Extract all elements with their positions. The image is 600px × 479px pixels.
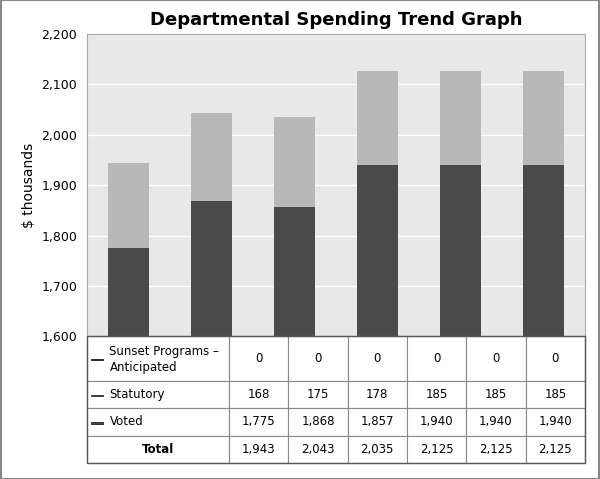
Bar: [274, 117, 315, 207]
FancyBboxPatch shape: [407, 435, 466, 463]
FancyBboxPatch shape: [407, 408, 466, 435]
Text: 0: 0: [374, 352, 381, 365]
Text: 0: 0: [433, 352, 440, 365]
Bar: [440, 165, 481, 479]
FancyBboxPatch shape: [87, 435, 229, 463]
Text: 0: 0: [255, 352, 262, 365]
Text: 2,125: 2,125: [479, 443, 513, 456]
Text: Sunset Programs –: Sunset Programs –: [109, 345, 219, 358]
Text: 2,043: 2,043: [301, 443, 335, 456]
Text: 0: 0: [551, 352, 559, 365]
FancyBboxPatch shape: [87, 380, 229, 408]
Bar: [523, 165, 564, 479]
Text: 175: 175: [307, 388, 329, 401]
FancyBboxPatch shape: [91, 395, 103, 396]
FancyBboxPatch shape: [466, 408, 526, 435]
Text: 0: 0: [314, 352, 322, 365]
FancyBboxPatch shape: [466, 336, 526, 380]
Text: 185: 185: [544, 388, 566, 401]
Bar: [523, 71, 564, 165]
FancyBboxPatch shape: [87, 408, 229, 435]
FancyBboxPatch shape: [229, 408, 288, 435]
FancyBboxPatch shape: [466, 380, 526, 408]
FancyBboxPatch shape: [407, 336, 466, 380]
Text: 1,940: 1,940: [539, 415, 572, 428]
Text: 1,940: 1,940: [420, 415, 454, 428]
FancyBboxPatch shape: [91, 359, 103, 360]
Text: 0: 0: [492, 352, 500, 365]
Text: 168: 168: [247, 388, 270, 401]
FancyBboxPatch shape: [87, 336, 229, 380]
Text: 2,035: 2,035: [361, 443, 394, 456]
Bar: [191, 201, 232, 479]
FancyBboxPatch shape: [91, 422, 103, 423]
FancyBboxPatch shape: [526, 435, 585, 463]
FancyBboxPatch shape: [466, 435, 526, 463]
Bar: [274, 207, 315, 479]
Bar: [191, 113, 232, 201]
Bar: [108, 248, 149, 479]
FancyBboxPatch shape: [229, 336, 288, 380]
Text: 178: 178: [366, 388, 388, 401]
Title: Departmental Spending Trend Graph: Departmental Spending Trend Graph: [150, 11, 522, 29]
Text: 1,868: 1,868: [301, 415, 335, 428]
FancyBboxPatch shape: [347, 408, 407, 435]
FancyBboxPatch shape: [347, 336, 407, 380]
Text: 1,857: 1,857: [361, 415, 394, 428]
Text: 1,940: 1,940: [479, 415, 513, 428]
Text: 2,125: 2,125: [539, 443, 572, 456]
Bar: [357, 165, 398, 479]
FancyBboxPatch shape: [347, 435, 407, 463]
Bar: [440, 71, 481, 165]
FancyBboxPatch shape: [526, 336, 585, 380]
Text: 185: 185: [425, 388, 448, 401]
FancyBboxPatch shape: [347, 380, 407, 408]
Text: Anticipated: Anticipated: [109, 361, 177, 374]
Text: Total: Total: [142, 443, 174, 456]
FancyBboxPatch shape: [526, 380, 585, 408]
FancyBboxPatch shape: [526, 408, 585, 435]
Text: 1,943: 1,943: [242, 443, 275, 456]
FancyBboxPatch shape: [288, 380, 347, 408]
Text: Voted: Voted: [109, 415, 143, 428]
Bar: [108, 163, 149, 248]
FancyBboxPatch shape: [229, 380, 288, 408]
Text: 1,775: 1,775: [242, 415, 275, 428]
Text: 2,125: 2,125: [420, 443, 454, 456]
FancyBboxPatch shape: [407, 380, 466, 408]
Bar: [357, 71, 398, 165]
Text: Statutory: Statutory: [109, 388, 165, 401]
FancyBboxPatch shape: [229, 435, 288, 463]
FancyBboxPatch shape: [288, 336, 347, 380]
Text: 185: 185: [485, 388, 507, 401]
Y-axis label: $ thousands: $ thousands: [22, 142, 36, 228]
FancyBboxPatch shape: [288, 408, 347, 435]
FancyBboxPatch shape: [288, 435, 347, 463]
